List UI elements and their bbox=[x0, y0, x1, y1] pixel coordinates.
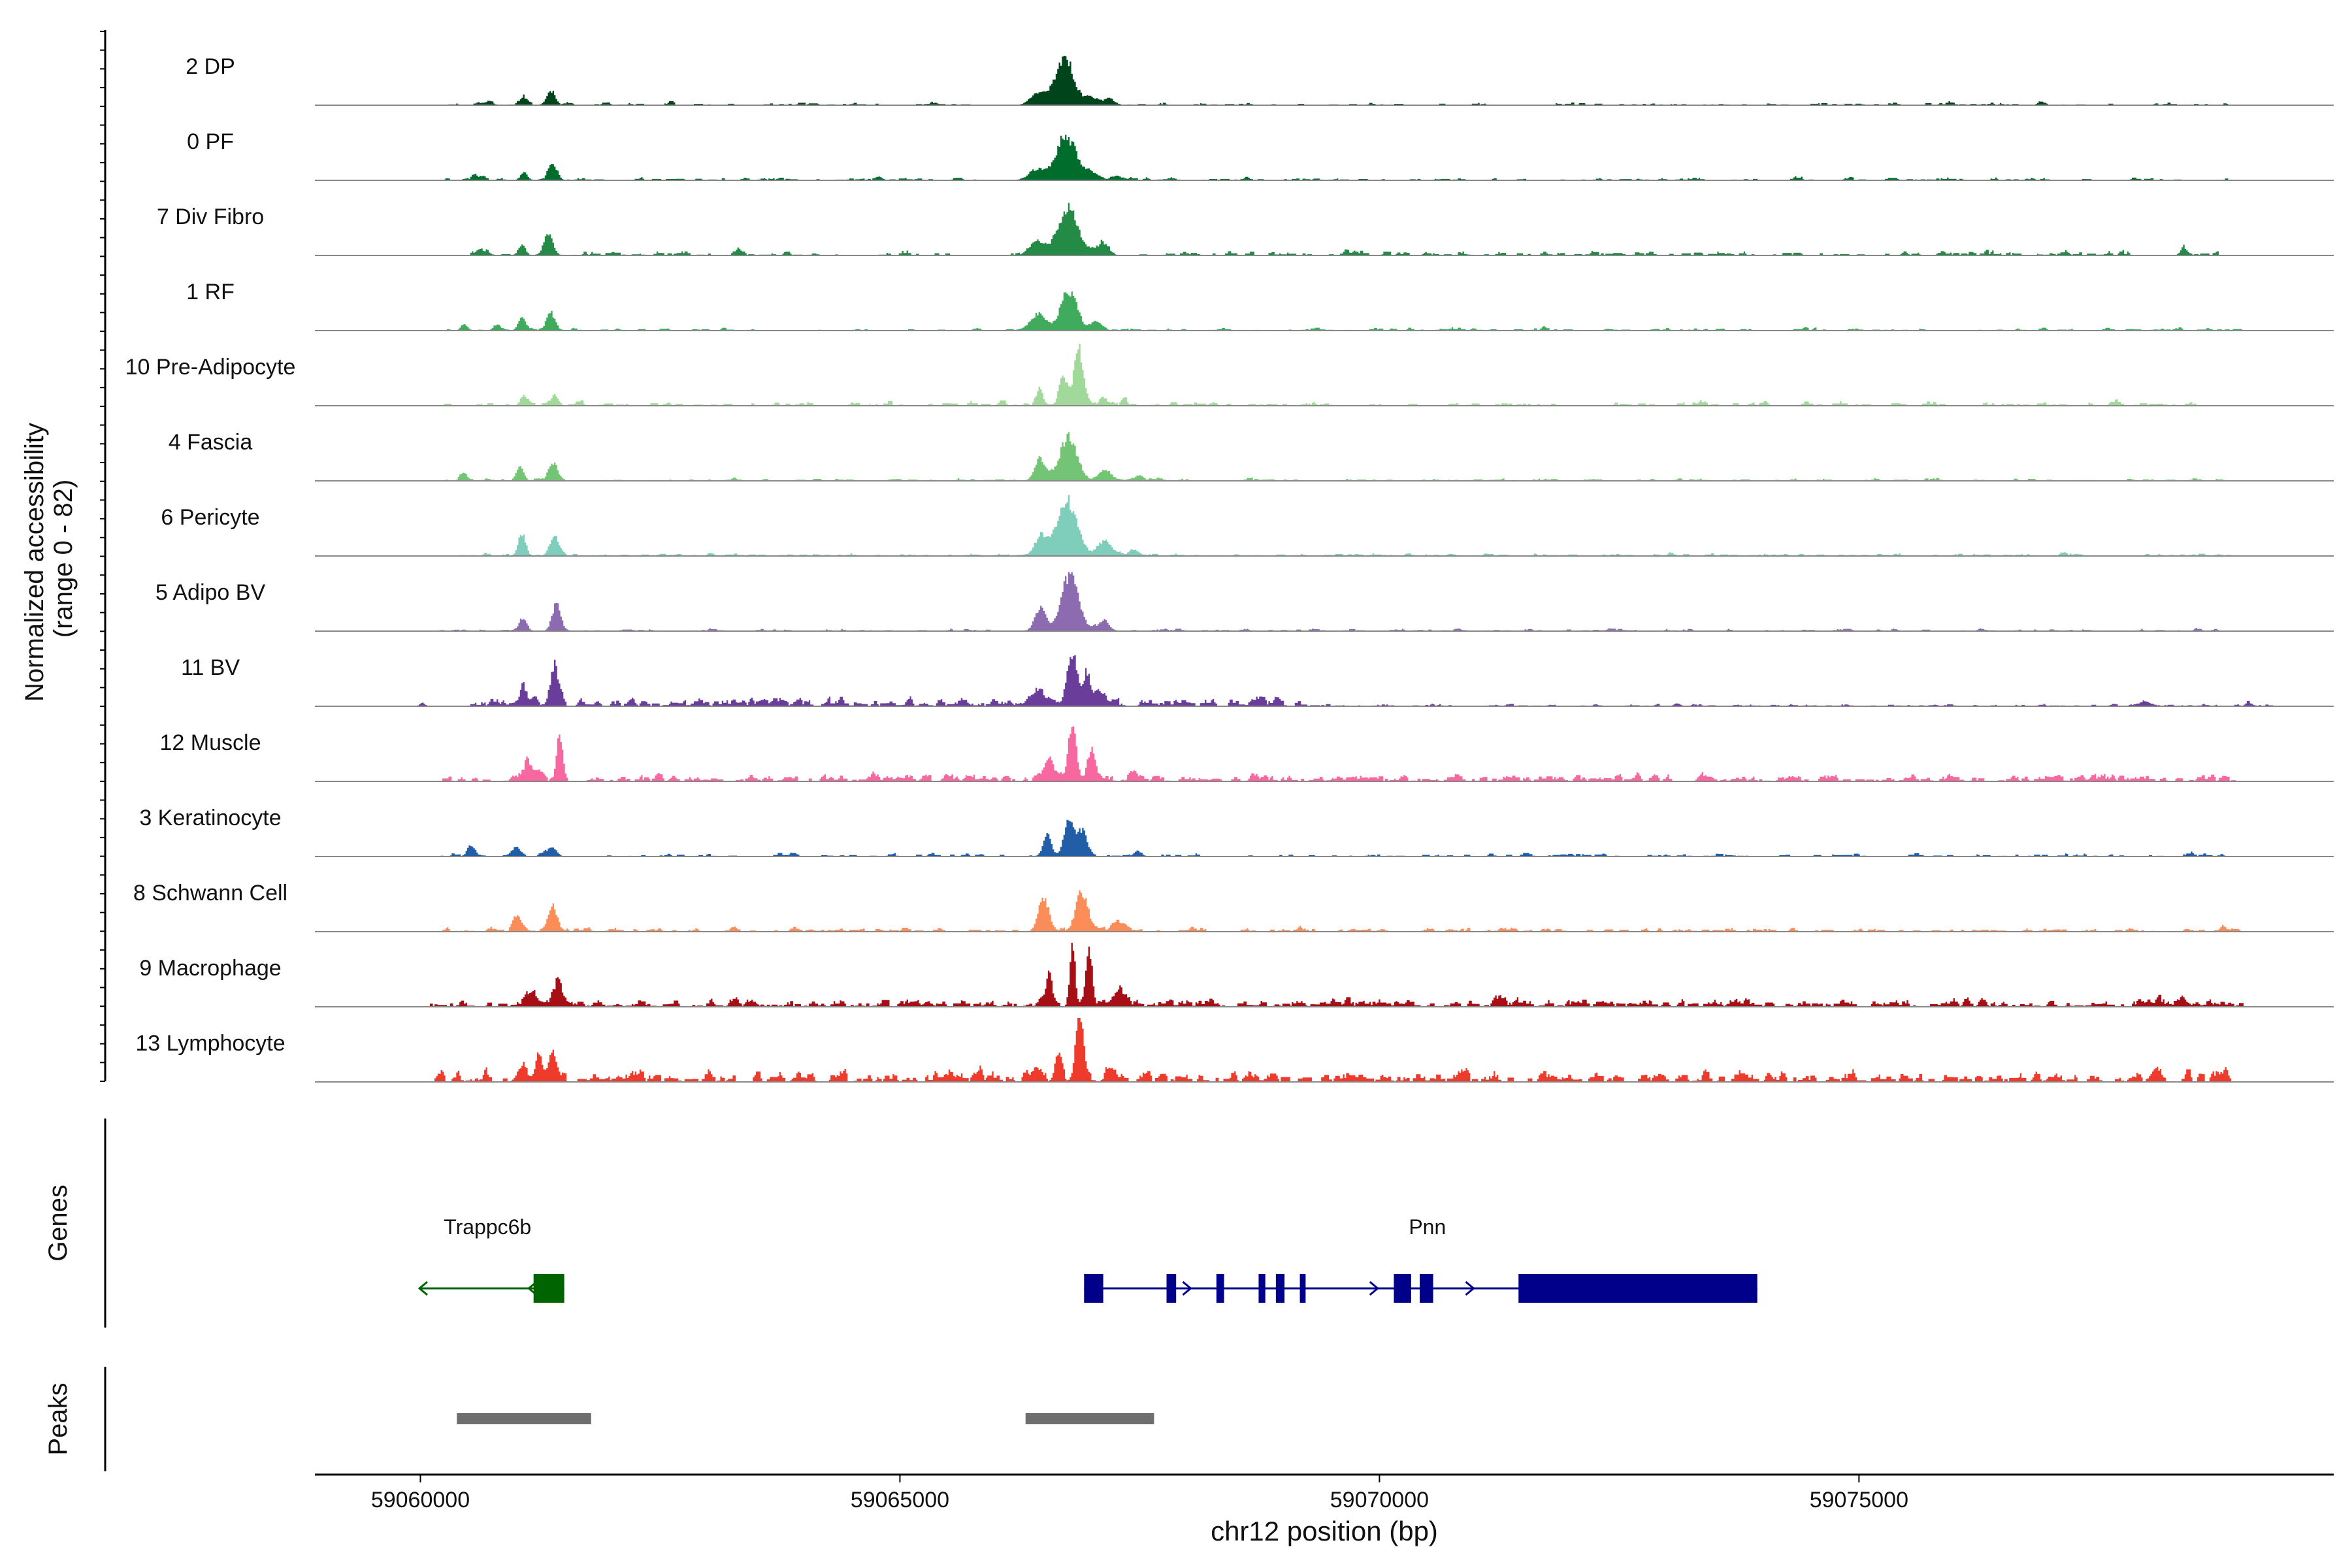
coverage-area bbox=[315, 432, 2334, 481]
strand-arrow bbox=[1369, 1281, 1380, 1296]
track-label: 9 Macrophage bbox=[139, 956, 281, 981]
track-14: 13 Lymphocyte bbox=[135, 1018, 2334, 1083]
gene-exon bbox=[1275, 1274, 1285, 1303]
peaks-track-label: Peaks bbox=[44, 1382, 73, 1455]
y-axis-label-line2: (range 0 - 82) bbox=[49, 480, 78, 638]
track-label: 8 Schwann Cell bbox=[133, 881, 287, 906]
track-label: 5 Adipo BV bbox=[155, 580, 266, 605]
track-2: 0 PF bbox=[187, 129, 2334, 181]
track-label: 3 Keratinocyte bbox=[139, 806, 281, 830]
gene-exon bbox=[1394, 1274, 1411, 1303]
track-11: 3 Keratinocyte bbox=[139, 806, 2334, 857]
coverage-area bbox=[315, 655, 2334, 706]
x-axis-label: chr12 position (bp) bbox=[1211, 1516, 1438, 1546]
gene-exon bbox=[1299, 1274, 1306, 1303]
track-9: 11 BV bbox=[181, 655, 2334, 707]
peak-region bbox=[1025, 1413, 1154, 1424]
track-6: 4 Fascia bbox=[169, 430, 2334, 482]
track-label: 11 BV bbox=[181, 655, 240, 680]
gene-exon bbox=[1258, 1274, 1266, 1303]
gene-annotation-track: Trappc6b Pnn bbox=[417, 1215, 1757, 1303]
coverage-area bbox=[315, 495, 2334, 556]
track-3: 7 Div Fibro bbox=[157, 203, 2334, 256]
track-label: 0 PF bbox=[187, 129, 234, 154]
coverage-y-minor-ticks bbox=[100, 31, 105, 1082]
x-tick-label: 59060000 bbox=[371, 1488, 470, 1512]
gene-exon bbox=[1084, 1274, 1103, 1303]
gene-exon bbox=[1166, 1274, 1177, 1303]
coverage-area bbox=[315, 890, 2334, 932]
track-label: 12 Muscle bbox=[160, 730, 261, 755]
strand-arrow bbox=[1465, 1281, 1475, 1296]
gene-pnn: Pnn bbox=[1084, 1215, 1757, 1303]
track-10: 12 Muscle bbox=[160, 726, 2334, 782]
track-label: 10 Pre-Adipocyte bbox=[125, 355, 296, 380]
peak-regions-track bbox=[457, 1413, 1154, 1424]
track-1: 2 DP bbox=[186, 54, 2334, 106]
track-label: 2 DP bbox=[186, 54, 235, 79]
gene-exon bbox=[1216, 1274, 1224, 1303]
coverage-area bbox=[315, 291, 2334, 331]
strand-arrow bbox=[1182, 1281, 1192, 1296]
x-tick-label: 59065000 bbox=[851, 1488, 949, 1512]
track-12: 8 Schwann Cell bbox=[133, 881, 2334, 932]
track-5: 10 Pre-Adipocyte bbox=[125, 344, 2334, 406]
track-4: 1 RF bbox=[186, 280, 2334, 331]
track-13: 9 Macrophage bbox=[139, 943, 2334, 1007]
track-label: 4 Fascia bbox=[169, 430, 253, 455]
gene-trappc6b: Trappc6b bbox=[417, 1215, 564, 1303]
gene-label: Pnn bbox=[1409, 1215, 1446, 1239]
gene-exon bbox=[1518, 1274, 1757, 1303]
y-axis-label: Normalized accessibility (range 0 - 82) bbox=[20, 416, 78, 702]
coverage-area bbox=[315, 726, 2334, 781]
track-label: 1 RF bbox=[186, 280, 235, 304]
track-label: 13 Lymphocyte bbox=[135, 1031, 285, 1056]
peak-region bbox=[457, 1413, 591, 1424]
x-tick-label: 59075000 bbox=[1810, 1488, 1908, 1512]
strand-arrow bbox=[417, 1281, 428, 1296]
x-tick-label: 59070000 bbox=[1330, 1488, 1429, 1512]
genes-track-label: Genes bbox=[44, 1184, 73, 1262]
track-8: 5 Adipo BV bbox=[155, 572, 2334, 632]
track-label: 6 Pericyte bbox=[161, 505, 259, 530]
coverage-area bbox=[315, 1018, 2334, 1082]
x-axis-ticks: 59060000 59065000 59070000 59075000 bbox=[371, 1475, 1908, 1512]
gene-exon bbox=[1420, 1274, 1433, 1303]
y-axis-label-line1: Normalized accessibility bbox=[20, 423, 49, 702]
coverage-area bbox=[315, 819, 2334, 857]
track-label: 7 Div Fibro bbox=[157, 204, 264, 229]
gene-label: Trappc6b bbox=[444, 1215, 531, 1239]
coverage-tracks: 2 DP 0 PF 7 Div Fibro 1 RF 10 Pre-Adipocyte 4… bbox=[125, 54, 2334, 1083]
track-7: 6 Pericyte bbox=[161, 495, 2334, 557]
gene-exon bbox=[533, 1274, 564, 1303]
